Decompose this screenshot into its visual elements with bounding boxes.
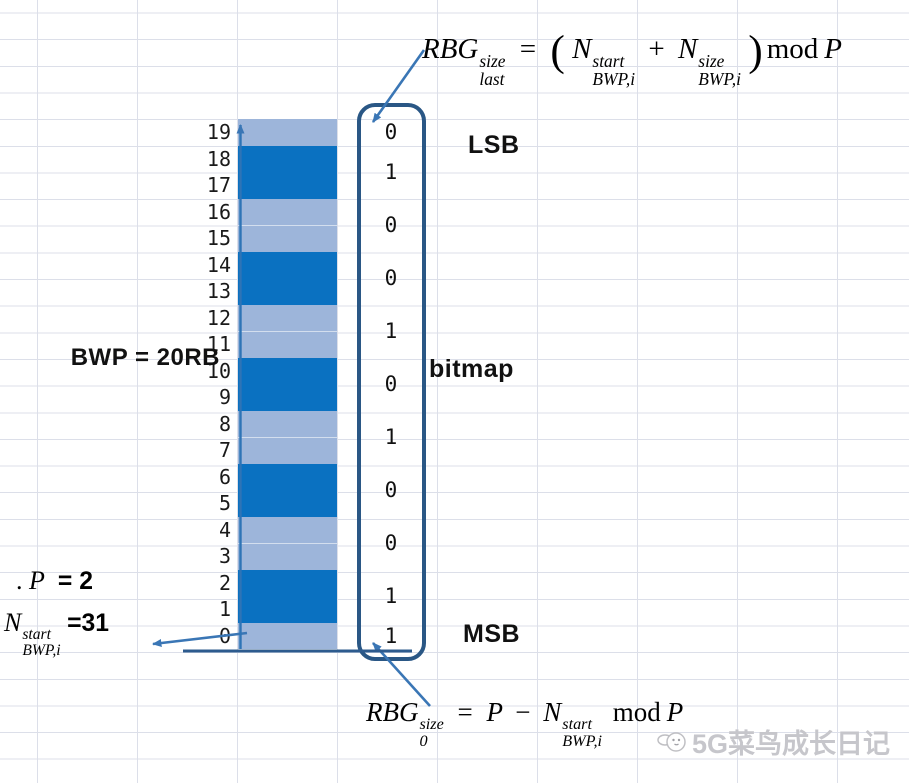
rb-index-3: 3 (218, 544, 231, 568)
rb-index-2: 2 (218, 570, 231, 595)
n1-sub: BWP,i (592, 68, 636, 89)
n-value: =31 (67, 610, 109, 637)
equals-sign: = (519, 33, 537, 65)
n-sup: start (562, 715, 592, 734)
bitmap-bit-rbg-4-3: 0 (384, 530, 398, 555)
left-paren: ( (550, 26, 565, 75)
rb-index-18: 18 (206, 146, 231, 171)
rb-index-9: 9 (218, 385, 231, 409)
n2-sub: BWP,i (698, 68, 741, 89)
bitmap-bit-rbg-6-5: 0 (384, 477, 398, 502)
n-symbol: N (4, 608, 22, 637)
rb-index-13: 13 (206, 279, 231, 303)
rb-index-5: 5 (218, 491, 231, 515)
rbg-segment-8-7 (238, 410, 337, 464)
equals-sign: = (457, 697, 473, 727)
rb-index-19: 19 (206, 120, 231, 144)
n-superscript: start (22, 626, 51, 644)
n-sub: BWP,i (562, 731, 602, 750)
bwp-size-label: BWP = 20RB (70, 344, 220, 371)
n1-sup: start (592, 51, 625, 72)
rbg-sub: 0 (419, 731, 428, 750)
rb-index-15: 15 (206, 226, 231, 250)
msb-label: MSB (463, 620, 521, 648)
p-symbol: P (29, 566, 45, 595)
rb-index-labels: 19 18 17 16 15 14 13 12 11 10 9 8 7 6 5 4 3 2 1 0 (148, 119, 233, 649)
rbg-segment-0 (238, 622, 337, 649)
rb-index-11: 11 (206, 332, 231, 356)
p2-symbol: P (666, 697, 684, 727)
rb-index-16: 16 (206, 199, 231, 224)
rb-index-0: 0 (218, 623, 231, 648)
bitmap-bit-rbg-18-17: 1 (384, 159, 398, 184)
p-symbol: P (824, 33, 842, 65)
bitmap-label: bitmap (429, 355, 514, 383)
p-value-label: . P = 2 (16, 566, 100, 596)
rbg-segment-14-13 (238, 251, 337, 305)
p-value: = 2 (57, 568, 93, 595)
mod-operator: mod (766, 33, 819, 65)
right-paren: ) (748, 26, 763, 75)
rbg-base: RBG (366, 697, 419, 727)
rb-index-7: 7 (218, 438, 231, 462)
rb-index-6: 6 (218, 464, 231, 489)
watermark-text: 5G菜鸟成长日记 (692, 729, 891, 759)
minus-sign: − (515, 697, 531, 727)
watermark: 5G菜鸟成长日记 (656, 722, 890, 761)
rb-index-4: 4 (218, 517, 231, 542)
rbg-segment-10-9 (238, 357, 337, 411)
rbg-segment-19 (238, 119, 337, 146)
rbg-bar (238, 119, 337, 649)
n-subscript: BWP,i (22, 642, 61, 659)
n-base: N (543, 697, 562, 727)
rbg-sup: size (479, 51, 506, 72)
bitmap-bit-rbg-19: 0 (384, 120, 398, 144)
bitmap-bit-rbg-16-15: 0 (384, 212, 398, 237)
watermark-bird-icon (657, 731, 686, 752)
bitmap-bit-rbg-14-13: 0 (384, 265, 398, 290)
plus-sign: + (648, 33, 665, 65)
bitmap-bit-rbg-12-11: 1 (384, 318, 398, 343)
lsb-label: LSB (468, 131, 520, 159)
p-leading-dot: . (16, 566, 23, 595)
p1-symbol: P (486, 697, 503, 727)
rb-index-12: 12 (206, 305, 231, 330)
mod-operator: mod (612, 697, 661, 727)
rbg-segment-6-5 (238, 463, 337, 517)
rbg-sup: size (419, 715, 444, 734)
rbg-base: RBG (422, 33, 479, 65)
rb-index-10: 10 (206, 358, 231, 383)
bitmap-bit-rbg-10-9: 0 (384, 371, 398, 396)
bitmap-bit-rbg-0: 1 (384, 623, 398, 648)
rbg-segment-18-17 (238, 145, 337, 199)
rb-index-1: 1 (218, 597, 231, 621)
n2-base: N (677, 33, 698, 65)
rbg-segment-12-11 (238, 304, 337, 358)
bitmap-bit-rbg-2-1: 1 (384, 583, 398, 608)
n1-base: N (572, 33, 592, 65)
rb-index-8: 8 (218, 411, 231, 436)
rbg-sub: last (479, 68, 505, 89)
rbg-segment-4-3 (238, 516, 337, 570)
rbg-segment-2-1 (238, 569, 337, 623)
bitmap-bit-rbg-8-7: 1 (384, 424, 398, 449)
rb-index-14: 14 (206, 252, 231, 277)
rb-index-17: 17 (206, 173, 231, 197)
n2-sup: size (698, 51, 725, 72)
rbg-segment-16-15 (238, 198, 337, 252)
